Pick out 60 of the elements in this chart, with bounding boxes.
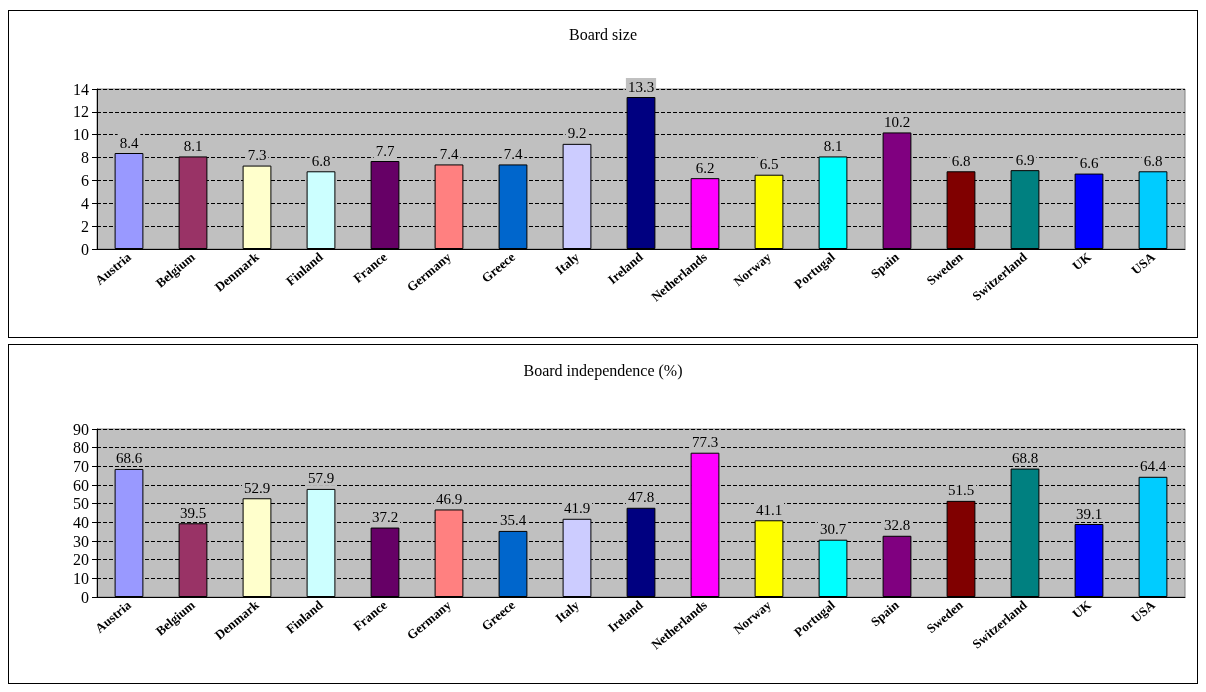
y-tick-label: 90 bbox=[73, 420, 89, 438]
data-label: 7.4 bbox=[503, 145, 523, 162]
y-tick-label: 70 bbox=[73, 457, 89, 475]
data-label: 47.8 bbox=[627, 489, 655, 506]
y-tick-label: 14 bbox=[73, 80, 89, 98]
chart-title: Board independence (%) bbox=[523, 361, 683, 380]
x-tick-label: UK bbox=[1069, 596, 1095, 622]
data-label: 6.2 bbox=[695, 159, 715, 176]
y-tick-label: 4 bbox=[81, 194, 89, 212]
y-tick-label: 0 bbox=[81, 240, 89, 258]
data-label: 6.8 bbox=[1143, 152, 1163, 169]
y-tick-label: 60 bbox=[73, 476, 89, 494]
data-label: 6.8 bbox=[311, 152, 331, 169]
data-label: 41.1 bbox=[755, 501, 783, 518]
data-label: 39.5 bbox=[179, 504, 207, 521]
y-tick-label: 6 bbox=[81, 171, 89, 189]
data-label: 46.9 bbox=[435, 490, 463, 507]
data-label: 32.8 bbox=[883, 517, 911, 534]
data-label: 41.9 bbox=[563, 500, 591, 517]
x-tick-label: UK bbox=[1069, 248, 1095, 274]
chart-title: Board size bbox=[569, 25, 637, 43]
data-label: 10.2 bbox=[883, 113, 911, 130]
data-label: 7.7 bbox=[375, 142, 395, 159]
data-label: 7.4 bbox=[439, 145, 459, 162]
x-tick-label: Italy bbox=[552, 248, 583, 278]
data-label: 37.2 bbox=[371, 509, 399, 526]
y-tick-label: 2 bbox=[81, 217, 89, 235]
y-tick-label: 8 bbox=[81, 149, 89, 167]
data-label: 7.3 bbox=[247, 147, 267, 164]
y-tick-label: 40 bbox=[73, 513, 89, 531]
y-tick-label: 12 bbox=[73, 103, 89, 121]
data-label: 30.7 bbox=[819, 521, 847, 538]
x-tick-label: USA bbox=[1128, 596, 1159, 626]
y-tick-label: 0 bbox=[81, 588, 89, 606]
data-label: 8.1 bbox=[183, 137, 203, 154]
data-label: 9.2 bbox=[567, 125, 587, 142]
y-tick-label: 10 bbox=[73, 126, 89, 144]
x-tick-label: USA bbox=[1128, 248, 1159, 278]
data-label: 8.1 bbox=[823, 137, 843, 154]
x-tick-label: Italy bbox=[552, 596, 583, 626]
y-tick-label: 20 bbox=[73, 551, 89, 569]
y-tick-label: 30 bbox=[73, 532, 89, 550]
y-tick-label: 80 bbox=[73, 439, 89, 457]
data-label: 51.5 bbox=[947, 482, 975, 499]
data-label: 52.9 bbox=[243, 479, 271, 496]
data-label: 6.9 bbox=[1015, 151, 1035, 168]
data-label: 8.4 bbox=[119, 134, 139, 151]
data-label: 6.6 bbox=[1079, 155, 1099, 172]
data-label: 35.4 bbox=[499, 512, 527, 529]
data-label: 68.6 bbox=[115, 450, 143, 467]
data-label: 68.8 bbox=[1011, 450, 1039, 467]
y-tick-label: 50 bbox=[73, 495, 89, 513]
data-label: 6.5 bbox=[759, 156, 779, 173]
y-tick-label: 10 bbox=[73, 569, 89, 587]
data-label: 13.3 bbox=[627, 78, 655, 95]
data-label: 39.1 bbox=[1075, 505, 1103, 522]
data-label: 64.4 bbox=[1139, 458, 1167, 475]
data-label: 77.3 bbox=[691, 434, 719, 451]
data-label: 57.9 bbox=[307, 470, 335, 487]
data-label: 6.8 bbox=[951, 152, 971, 169]
